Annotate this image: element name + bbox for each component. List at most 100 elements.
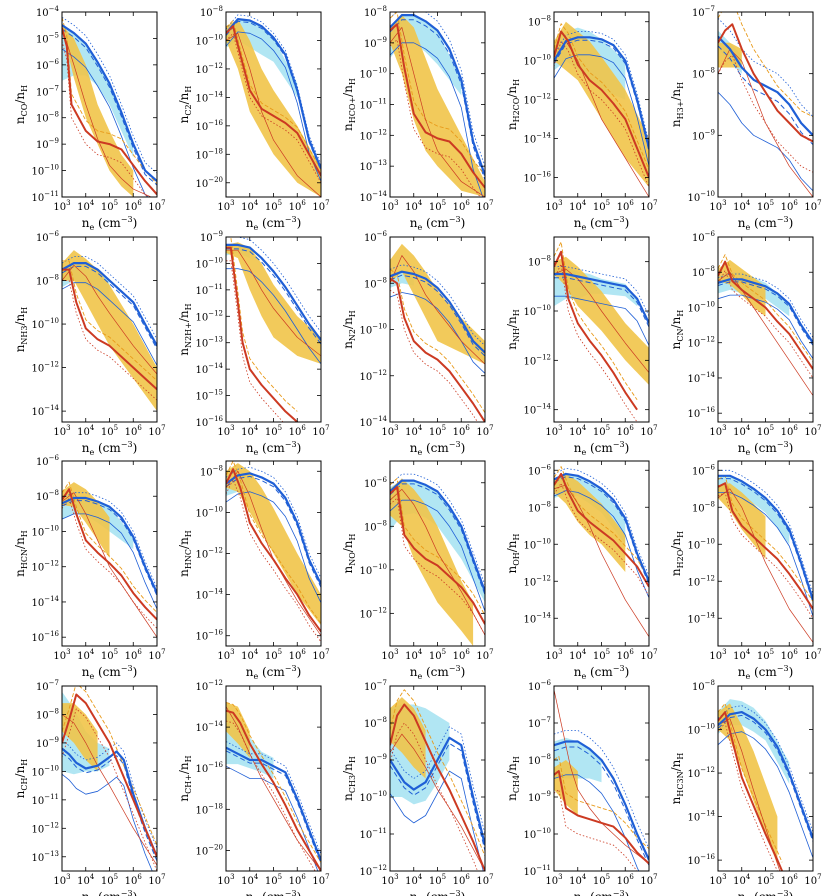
blue-thin-line [62,48,149,197]
red-thin-line [226,706,321,871]
y-tick-label: 10−8 [692,500,715,514]
x-tick-label: 107 [804,424,821,438]
x-tick-label: 103 [545,424,562,438]
y-axis-label: nCH+/nH [177,755,193,801]
red-dotted-line [62,708,157,871]
y-tick-label: 10−8 [528,500,551,514]
y-tick-label: 10−20 [195,843,223,857]
y-axis-label: nC2/nH [177,86,193,124]
y-axis-label: nN2H+/nH [177,303,193,355]
y-tick-label: 10−8 [692,67,715,81]
orange-band [62,703,98,772]
y-tick-label: 10−12 [31,361,59,375]
plot-area [226,461,321,643]
blue-dashed-line [390,742,485,851]
blue-thick-line [554,36,649,149]
x-tick-label: 106 [617,199,635,213]
x-tick-label: 105 [757,648,774,662]
red-thin-line [554,268,649,373]
y-tick-label: 10−14 [523,403,551,417]
blue-dotted-line [226,466,321,579]
plot-area [390,473,485,646]
y-tick-label: 10−12 [687,766,715,780]
x-tick-label: 103 [53,873,70,887]
blue-dotted-line [390,264,485,346]
y-tick-label: 10−16 [687,406,715,420]
y-tick-label: 10−10 [195,256,223,270]
y-axis-label: nCN/nH [669,310,685,350]
y-tick-label: 10−7 [528,716,551,730]
blue-thin-line [554,54,649,166]
x-tick-label: 106 [617,648,635,662]
y-tick-label: 10−10 [687,723,715,737]
plot-area [718,254,813,396]
panel-no: 103 104 105 106 107 10−12 10−10 10−8 10−6 ne (cm−… [341,460,494,681]
blue-thick-line [390,736,485,846]
y-tick-label: 10−10 [195,33,223,47]
x-axis-label: ne (cm−3) [82,664,138,681]
x-axis-label: ne (cm−3) [410,664,466,681]
y-tick-label: 10−14 [195,362,223,376]
x-tick-label: 107 [312,424,329,438]
x-tick-label: 107 [312,648,329,662]
x-tick-label: 105 [429,199,446,213]
x-tick-label: 106 [781,199,799,213]
y-tick-label: 10−10 [31,164,59,178]
y-tick-label: 10−14 [195,720,223,734]
blue-thin-line [718,294,813,359]
red-thin-line [226,249,321,357]
panel-h2co: 103 104 105 106 107 10−16 10−14 10−12 10−10 10−8 n… [505,11,658,232]
x-tick-label: 107 [640,199,657,213]
y-tick-label: 10−6 [36,230,60,244]
blue-dashed-line [390,274,485,357]
blue-dotted-line [718,469,813,595]
orange-dashed-line [390,12,485,176]
orange-dashed-line [226,461,321,624]
red-thick-line [226,468,321,633]
panel-hnc: 103 104 105 106 107 10−16 10−14 10−12 10−10 10−8 n… [177,460,330,681]
x-tick-label: 106 [289,873,307,887]
x-tick-label: 105 [757,424,774,438]
panel-n2: 103 104 105 106 107 10−14 10−12 10−10 10−8 10−6 ne… [341,230,494,457]
orange-band [62,250,157,412]
x-tick-label: 106 [289,648,307,662]
x-tick-label: 106 [125,424,143,438]
x-tick-label: 107 [148,199,165,213]
y-tick-label: 10−13 [31,850,59,864]
y-tick-label: 10−10 [195,505,223,519]
plot-area [62,481,157,638]
y-tick-label: 10−10 [31,524,59,538]
blue-thin-line [390,499,485,612]
y-tick-label: 10−11 [31,793,59,807]
red-dotted-line [390,722,478,871]
blue-thin-line [62,282,157,366]
orange-band [390,15,485,197]
orange-band [554,256,649,385]
red-dotted-line [718,54,813,173]
plot-area [62,16,157,197]
y-tick-label: 10−9 [364,36,387,50]
blue-thick-line [62,262,157,347]
x-tick-label: 103 [709,424,726,438]
y-tick-label: 10−14 [31,404,59,418]
blue-dotted-line [718,273,813,338]
red-dotted-line [554,482,649,597]
x-tick-label: 106 [453,199,471,213]
red-thin-line [390,488,485,636]
x-tick-label: 106 [453,424,471,438]
y-tick-label: 10−14 [195,588,223,602]
y-tick-label: 10−6 [692,230,716,244]
x-tick-label: 107 [148,648,165,662]
y-tick-label: 10−18 [195,147,223,161]
y-tick-label: 10−6 [528,463,552,477]
y-tick-label: 10−9 [528,790,551,804]
y-tick-label: 10−11 [523,864,551,878]
x-tick-label: 104 [241,199,259,213]
panel-co: 103 104 105 106 107 10−11 10−10 10−9 10−8 10−7 10−… [13,5,166,232]
plot-area [718,12,813,197]
red-thick-line [390,486,485,625]
y-tick-label: 10−6 [528,679,552,693]
x-tick-label: 107 [476,424,493,438]
x-tick-label: 104 [405,648,423,662]
blue-dashed-line [718,478,813,603]
